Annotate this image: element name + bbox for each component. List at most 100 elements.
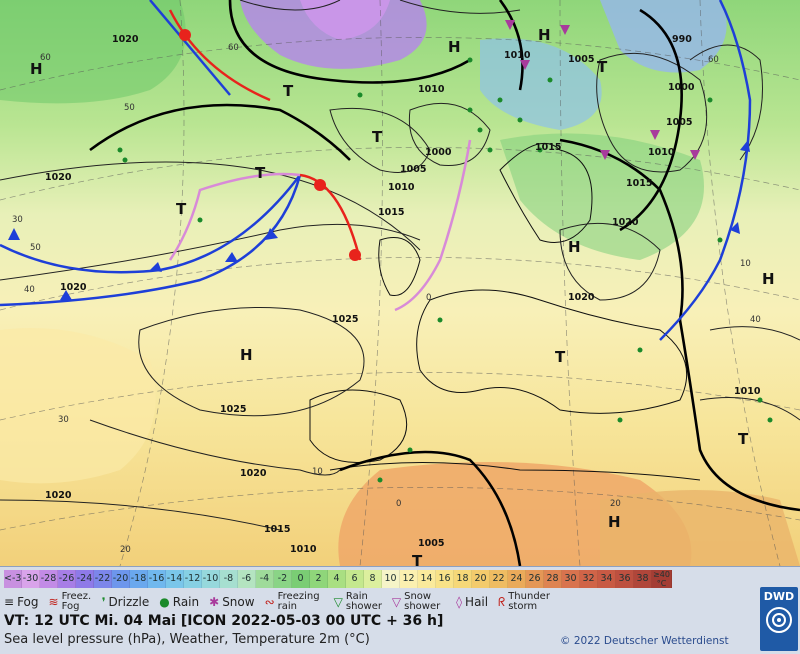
dwd-logo: DWD [760,587,798,651]
legend-snow-shower: ▽ Snow shower [391,591,441,612]
pressure-label: 1020 [60,282,87,293]
high-center: H [448,38,461,56]
svg-text:20: 20 [610,499,621,509]
temperature-scale-cell: 22 [490,570,508,588]
low-center: T [255,164,266,182]
temperature-scale-cell: 16 [436,570,454,588]
low-center: T [412,552,423,566]
temperature-scale-cell: -4 [256,570,274,588]
pressure-label: 1000 [425,147,452,158]
pressure-label: 1005 [418,538,444,549]
legend-thunderstorm: ᖇ Thunder storm [498,591,550,612]
svg-text:10: 10 [740,259,751,269]
temperature-scale-cell: 24 [508,570,526,588]
temperature-scale-cell: 26 [526,570,544,588]
pressure-label: 1025 [332,314,358,325]
pressure-label: 1010 [504,50,531,61]
temperature-scale-cell: 10 [382,570,400,588]
pressure-label: 990 [672,34,692,45]
temperature-scale-cell: -16 [148,570,166,588]
svg-text:0: 0 [396,499,401,509]
temperature-scale-cell: 6 [346,570,364,588]
temperature-scale-cell: 18 [454,570,472,588]
low-center: T [555,348,566,366]
map-subtitle: Sea level pressure (hPa), Weather, Tempe… [4,632,370,647]
pressure-label: 1020 [112,34,139,45]
valid-time: VT: 12 UTC Mi. 04 Mai [ICON 2022-05-03 0… [4,613,444,629]
high-center: H [568,238,581,256]
legend-freezing-fog: ≋ Freez. Fog [48,591,92,612]
pressure-label: 1020 [45,490,72,501]
temperature-scale-cell: 38 [634,570,652,588]
low-center: T [372,128,383,146]
pressure-label: 1010 [290,544,317,555]
drizzle-icon: ❜ [101,595,106,609]
fog-icon: ≡ [4,595,15,609]
graticule-labels: 60 60 50 50 40 40 30 30 20 20 10 0 60 10… [12,43,761,555]
temperature-scale-cell: 4 [328,570,346,588]
pressure-label: 1005 [568,54,594,65]
snow-symbols [505,20,700,160]
weather-symbols [117,57,773,483]
temperature-scale-cell: -30 [22,570,40,588]
temperature-scale-cell: 8 [364,570,382,588]
temperature-scale-cell: 2 [310,570,328,588]
svg-text:60: 60 [228,43,239,53]
svg-text:30: 30 [12,215,23,225]
legend-panel: <-30 -30 -28 -26 -24 -22 -20 -18 -16 -14 -12 -10 -8-… [0,566,800,654]
isobars [0,0,800,531]
low-center: T [738,430,749,448]
freezing-fog-icon: ≋ [48,595,59,609]
svg-text:50: 50 [124,103,135,113]
high-center: H [30,60,43,78]
temperature-scale-cell: -24 [76,570,94,588]
svg-text:30: 30 [58,415,69,425]
map-canvas: 1020 1020 1015 1010 1005 1000 990 1010 1… [0,0,800,570]
pressure-label: 1020 [45,172,72,183]
high-center: H [608,513,621,531]
temperature-scale-cell: -20 [112,570,130,588]
rain-icon: ● [159,595,170,609]
legend-snow: ✱ Snow [209,595,255,609]
temperature-scale-cell: 20 [472,570,490,588]
pressure-label: 1005 [666,117,692,128]
legend-drizzle: ❜ Drizzle [101,595,150,609]
legend-freezing-rain: ∾ Freezing rain [264,591,320,612]
temperature-scale-cell: 28 [544,570,562,588]
legend-rain: ● Rain [159,595,200,609]
pressure-label: 1000 [668,82,695,93]
weather-legend: ≡ Fog ≋ Freez. Fog ❜ Drizzle ● Rain ✱ Snow ∾ F… [4,591,562,613]
temperature-scale-cell: -8 [220,570,238,588]
hail-icon: ◊ [456,595,463,609]
temperature-scale-cell: 36 [616,570,634,588]
pressure-label: 1025 [220,404,246,415]
svg-text:60: 60 [40,53,51,63]
svg-text:40: 40 [750,315,761,325]
low-center: T [283,82,294,100]
pressure-label: 1015 [378,207,404,218]
dwd-logo-icon [766,607,792,633]
svg-text:50: 50 [30,243,41,253]
thunderstorm-icon: ᖇ [498,594,506,609]
front-symbols [8,29,750,300]
temperature-scale-cell: -10 [202,570,220,588]
temperature-scale-cell: -22 [94,570,112,588]
pressure-label: 1020 [612,217,639,228]
high-center: H [240,346,253,364]
pressure-label: 1015 [535,142,561,153]
legend-hail: ◊ Hail [456,595,489,609]
temperature-scale-cell: <-30 [4,570,27,588]
temperature-scale-cell: -26 [58,570,76,588]
snow-shower-icon: ▽ [391,595,402,609]
high-center: H [538,26,551,44]
low-center: T [597,58,608,76]
high-center: H [762,270,775,288]
svg-text:20: 20 [120,545,131,555]
temperature-scale-cell: 30 [562,570,580,588]
pressure-label: 1010 [388,182,415,193]
pressure-label: 1010 [418,84,445,95]
svg-text:0: 0 [426,293,431,303]
temperature-scale-cell: -2 [274,570,292,588]
temperature-scale-cell: -28 [40,570,58,588]
svg-text:40: 40 [24,285,35,295]
